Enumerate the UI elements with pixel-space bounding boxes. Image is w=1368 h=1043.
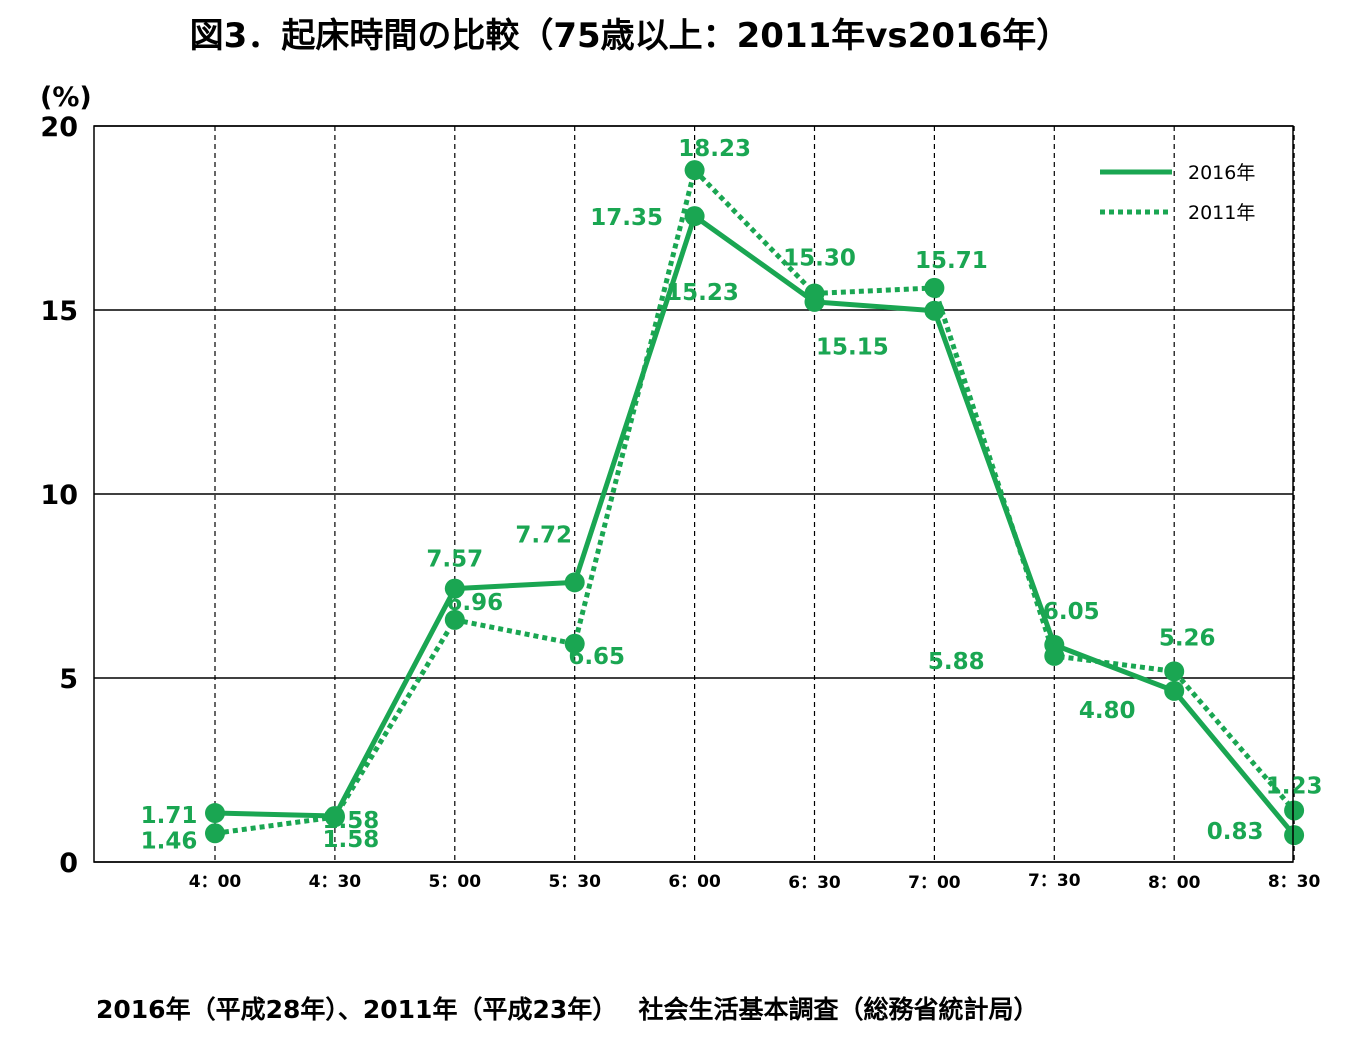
data-point <box>1164 661 1185 682</box>
data-point <box>564 572 585 593</box>
y-tick-label: 20 <box>40 112 78 143</box>
x-tick-label: 6：30 <box>788 873 841 893</box>
data-label: 6.65 <box>568 644 625 670</box>
legend-label: 2016年 <box>1188 162 1255 184</box>
data-point <box>205 803 225 824</box>
data-point <box>444 578 465 599</box>
data-point <box>1164 680 1185 701</box>
data-label: 1.58 <box>323 808 380 834</box>
data-label: 6.05 <box>1043 599 1100 625</box>
data-label: 18.23 <box>678 136 751 162</box>
data-label: 1.71 <box>141 803 198 829</box>
legend: 2016年 2011年 <box>1100 162 1255 224</box>
data-point <box>1284 825 1305 846</box>
data-point <box>205 823 225 844</box>
data-label: 15.30 <box>783 245 856 271</box>
chart-title: 図3．起床時間の比較（75歳以上：2011年vs2016年） <box>189 16 1071 56</box>
data-point <box>924 277 945 298</box>
data-point <box>444 609 465 630</box>
data-label: 15.23 <box>666 280 739 306</box>
data-point <box>804 283 825 304</box>
x-tick-label: 7：00 <box>908 873 961 893</box>
data-label: 0.83 <box>1207 819 1264 845</box>
y-tick-label: 5 <box>59 664 78 695</box>
grid <box>94 125 1295 863</box>
y-axis-label: (%) <box>40 82 92 113</box>
data-label: 1.58 <box>323 827 380 853</box>
y-tick-label: 0 <box>59 848 78 879</box>
data-point <box>684 206 705 227</box>
x-tick-label: 4：30 <box>309 872 362 892</box>
x-tick-label: 4：00 <box>189 872 242 892</box>
x-tick-label: 6：00 <box>668 872 721 892</box>
x-tick-label: 5：30 <box>548 872 601 892</box>
data-label: 17.35 <box>590 205 663 231</box>
x-tick-label: 7：30 <box>1028 871 1081 891</box>
y-tick-label: 15 <box>40 296 78 327</box>
x-tick-label: 8：00 <box>1148 873 1201 893</box>
data-label: 5.26 <box>1159 625 1216 651</box>
legend-label: 2011年 <box>1188 202 1255 224</box>
data-label: 15.15 <box>816 335 889 361</box>
series-line-2011年 <box>214 167 1296 836</box>
data-label: 7.57 <box>426 547 483 573</box>
series-line-2016年 <box>214 213 1297 837</box>
data-label: 1.46 <box>141 828 198 854</box>
data-point <box>1044 645 1065 666</box>
data-point <box>1284 800 1305 821</box>
data-label: 7.72 <box>515 522 572 548</box>
x-tick-label: 5：00 <box>429 872 482 892</box>
data-point <box>564 633 585 654</box>
x-tick-label: 8：30 <box>1268 872 1321 892</box>
series-layer <box>205 160 1305 846</box>
data-label: 6.96 <box>446 590 503 616</box>
y-tick-label: 10 <box>40 480 78 511</box>
data-label: 5.88 <box>928 649 985 675</box>
data-label: 1.23 <box>1266 773 1323 799</box>
data-label: 15.71 <box>915 248 988 274</box>
source-note: 2016年（平成28年）、2011年（平成23年） 社会生活基本調査（総務省統計… <box>96 995 1039 1024</box>
data-labels: 1.71 1.58 7.57 7.72 17.35 15.23 15.15 6.05 4.80 0… <box>141 136 1323 854</box>
axes: 0 5 10 15 20(%) 4：00 4：30 5：00 5：30 6：00 6：30 7：00 7… <box>40 82 1321 893</box>
data-point <box>684 160 705 181</box>
data-label: 4.80 <box>1079 698 1136 724</box>
plot-area-border <box>93 125 1294 863</box>
data-point <box>324 807 345 828</box>
